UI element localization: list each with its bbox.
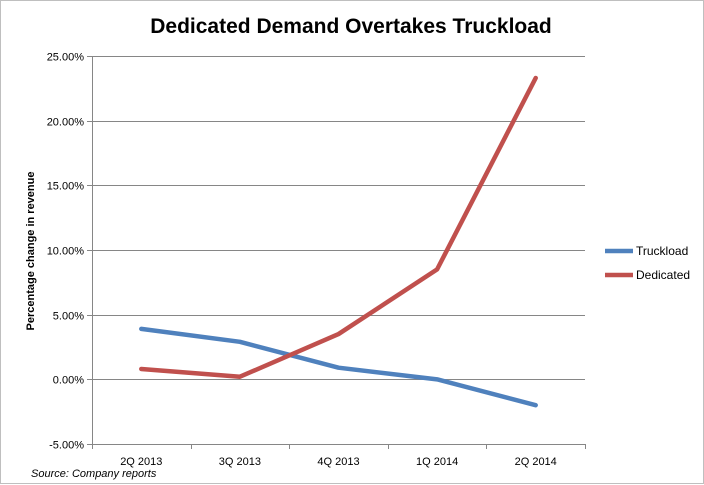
series-line-dedicated [139, 75, 538, 379]
y-tick-label: 15.00% [47, 181, 85, 193]
y-tick-label: 5.00% [53, 311, 84, 323]
y-tick-label: -5.00% [49, 440, 84, 452]
chart-title: Dedicated Demand Overtakes Truckload [150, 15, 552, 38]
series-line-truckload [139, 326, 538, 408]
legend-label-dedicated: Dedicated [636, 268, 690, 282]
x-tick-label: 2Q 2014 [515, 456, 557, 468]
y-axis-ticks: 25.00% 20.00% 15.00% 10.00% 5.00% 0.00% -5.00% [47, 52, 92, 452]
y-axis-label: Percentage change in revenue [25, 172, 37, 331]
x-axis-ticks: 2Q 2013 3Q 2013 4Q 2013 1Q 2014 2Q 2014 [92, 444, 586, 468]
x-tick-label: 1Q 2014 [416, 456, 458, 468]
series-lines [139, 75, 538, 408]
x-tick-label: 3Q 2013 [219, 456, 261, 468]
y-tick-label: 10.00% [47, 246, 85, 258]
x-tick-label: 4Q 2013 [317, 456, 359, 468]
gridlines [92, 56, 585, 445]
x-tick-label: 2Q 2013 [120, 456, 162, 468]
legend-label-truckload: Truckload [636, 244, 688, 258]
source-note: Source: Company reports [31, 468, 157, 480]
legend: Truckload Dedicated [605, 244, 690, 282]
y-tick-label: 0.00% [53, 375, 84, 387]
y-tick-label: 25.00% [47, 52, 85, 64]
y-tick-label: 20.00% [47, 117, 85, 129]
